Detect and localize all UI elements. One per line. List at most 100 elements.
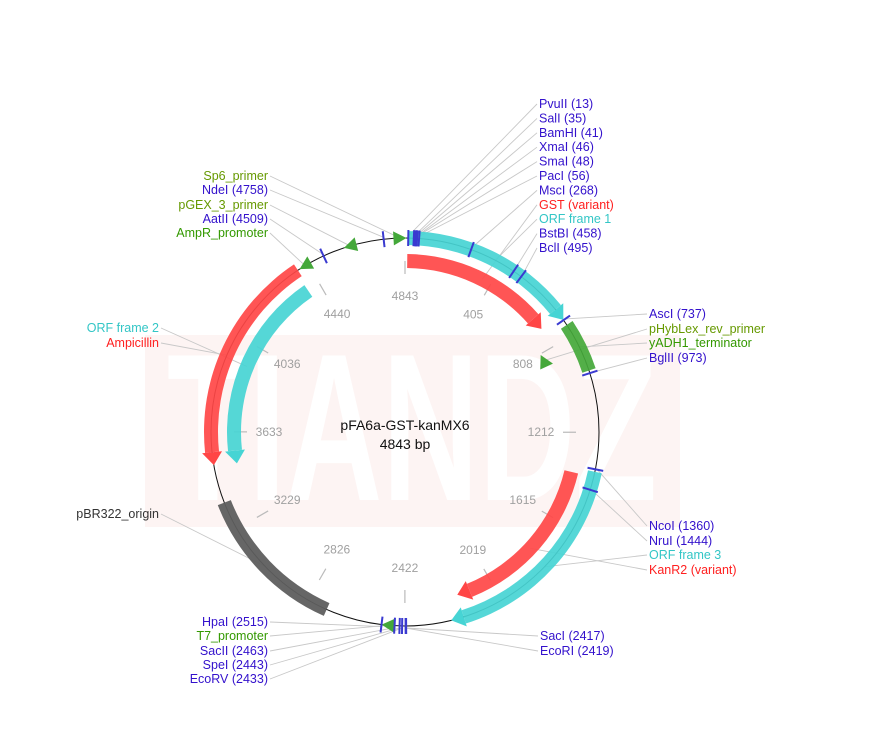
leader-line [269,218,323,255]
feature-label[interactable]: Ampicillin [106,336,159,350]
feature-gene-3[interactable] [202,264,302,466]
enzyme-site-BamHI[interactable] [413,230,417,247]
enzyme-label-MscI[interactable]: MscI (268) [539,183,598,197]
feature-origin-5[interactable] [217,500,330,616]
enzyme-label-EcoRV[interactable]: EcoRV (2433) [190,672,268,686]
enzyme-label-BglII[interactable]: BglII (973) [649,351,707,365]
leader-line [481,204,538,280]
feature-label[interactable]: GST (variant) [539,198,614,212]
leader-line [269,232,306,267]
leader-line [413,118,538,237]
feature-label[interactable]: pBR322_origin [76,507,159,521]
enzyme-label-NruI[interactable]: NruI (1444) [649,534,712,548]
feature-orf-1[interactable] [407,231,564,320]
enzyme-sites [319,230,604,635]
tick-mark [318,568,327,581]
leader-line [544,554,648,568]
plasmid-name: pFA6a-GST-kanMX6 [340,417,469,433]
leader-line [416,146,538,237]
leader-line [269,627,395,652]
enzyme-site-MscI[interactable] [467,241,475,258]
feature-label[interactable]: KanR2 (variant) [649,563,737,577]
tick-mark [541,346,554,354]
arrowhead [525,312,542,329]
leader-line [269,204,351,247]
primer-arrow[interactable] [343,237,359,251]
tick-label: 4440 [324,307,351,321]
enzyme-label-NdeI[interactable]: NdeI (4758) [202,183,268,197]
primer-label[interactable]: T7_promoter [196,629,268,643]
leader-line [591,357,648,373]
enzyme-site-BclI[interactable] [515,269,527,284]
enzyme-label-SalI[interactable]: SalI (35) [539,111,586,125]
primer-label[interactable]: AmpR_promoter [176,226,268,240]
feature-orf-7[interactable] [451,470,602,627]
enzyme-site-AatII[interactable] [319,248,328,264]
leader-line [419,175,538,237]
leader-line [269,175,401,239]
leader-line [160,327,248,367]
primer-arrow[interactable] [540,355,553,370]
enzyme-site-AscI[interactable] [556,314,571,326]
leader-line [405,627,539,652]
enzyme-label-SacI[interactable]: SacI (2417) [540,629,605,643]
leader-line [514,233,538,270]
feature-label[interactable]: yADH1_terminator [649,336,752,350]
scale-ticks: 4843 405 808 1212 1615 2019 2422 2826 3229 3633 40… [233,261,577,604]
enzyme-site-SmaI[interactable] [415,230,419,247]
enzyme-label-SpeI[interactable]: SpeI (2443) [203,658,268,672]
enzyme-site-NruI[interactable] [582,486,599,494]
enzyme-site-NcoI[interactable] [587,466,604,472]
enzyme-site-SacII[interactable] [393,617,396,634]
enzyme-label-SacII[interactable]: SacII (2463) [200,644,268,658]
enzyme-label-BclI[interactable]: BclI (495) [539,241,593,255]
leader-line [543,328,648,362]
feature-label[interactable]: ORF frame 3 [649,548,721,562]
labels: PvuII (13)SalI (35)BamHI (41)XmaI (46)Sm… [76,97,765,686]
enzyme-label-BamHI[interactable]: BamHI (41) [539,126,603,140]
enzyme-site-PacI[interactable] [417,230,421,247]
enzyme-site-BstBI[interactable] [508,264,519,279]
leader-line [269,627,400,666]
leader-line [407,103,538,237]
leader-line [471,190,538,249]
enzyme-label-EcoRI[interactable]: EcoRI (2419) [540,644,614,658]
feature-label[interactable]: ORF frame 1 [539,212,611,226]
enzyme-site-HpaI[interactable] [379,616,384,633]
tick-label: 2019 [459,543,486,557]
primer-label[interactable]: pGEX_3_primer [178,198,268,212]
leader-line [494,218,538,261]
enzyme-label-BstBI[interactable]: BstBI (458) [539,227,602,241]
enzyme-label-NcoI[interactable]: NcoI (1360) [649,519,714,533]
enzyme-label-PvuII[interactable]: PvuII (13) [539,97,593,111]
feature-gene-6[interactable] [457,470,579,600]
feature-orf-4[interactable] [225,285,313,464]
enzyme-label-SmaI[interactable]: SmaI (48) [539,155,594,169]
feature-terminator-2[interactable] [560,321,596,373]
enzyme-label-PacI[interactable]: PacI (56) [539,169,590,183]
primer-arrow[interactable] [393,231,407,246]
enzyme-site-SalI[interactable] [412,230,416,247]
enzyme-label-XmaI[interactable]: XmaI (46) [539,140,594,154]
primer-label[interactable]: Sp6_primer [203,169,268,183]
arrowhead [547,303,564,320]
primer-label[interactable]: pHybLex_rev_primer [649,322,765,336]
enzyme-label-HpaI[interactable]: HpaI (2515) [202,615,268,629]
primer-arrow[interactable] [299,256,315,270]
feature-gene-0[interactable] [407,254,542,329]
arrowhead [457,581,474,600]
feature-label[interactable]: ORF frame 2 [87,321,159,335]
enzyme-label-AatII[interactable]: AatII (4509) [203,212,268,226]
leader-line [269,189,384,238]
enzyme-label-AscI[interactable]: AscI (737) [649,307,706,321]
enzyme-site-BglII[interactable] [581,369,598,377]
enzyme-site-NdeI[interactable] [381,231,386,248]
leader-line [160,513,266,567]
features [202,231,602,633]
plasmid-length: 4843 bp [380,436,431,452]
primer-arrow[interactable] [381,618,395,633]
arrowhead [451,607,467,627]
tick-label: 808 [513,357,533,371]
leader-line [416,161,538,237]
leader-line [596,469,648,527]
